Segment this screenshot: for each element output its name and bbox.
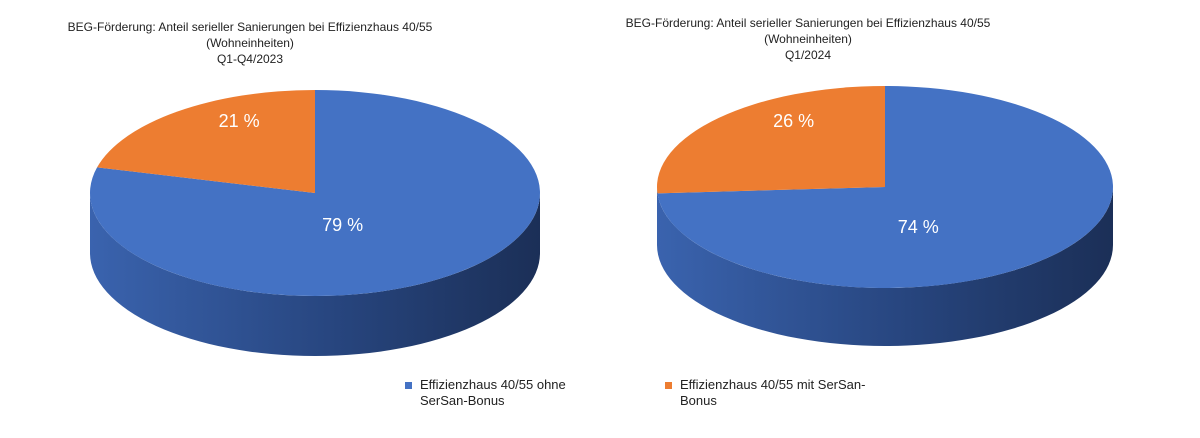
legend-item-ohne: Effizienzhaus 40/55 ohne SerSan-Bonus (405, 377, 615, 409)
chart-title-line-2: (Wohneinheiten) (206, 36, 294, 50)
pie-side-wall (90, 193, 540, 356)
chart-title-line-1: BEG-Förderung: Anteil serieller Sanierun… (626, 16, 991, 30)
data-label-mit-bonus: 21 % (219, 111, 260, 131)
legend-swatch-blue (405, 382, 412, 389)
data-label-mit-bonus: 26 % (773, 111, 814, 131)
pie-chart-1: BEG-Förderung: Anteil serieller Sanierun… (68, 20, 540, 356)
legend-swatch-orange (665, 382, 672, 389)
legend-item-mit: Effizienzhaus 40/55 mit SerSan-Bonus (665, 377, 875, 409)
pie-chart-2: BEG-Förderung: Anteil serieller Sanierun… (626, 16, 1113, 346)
pie-side-wall (657, 187, 1113, 346)
chart-title-line-3: Q1/2024 (785, 48, 831, 62)
chart-title-line-2: (Wohneinheiten) (764, 32, 852, 46)
legend-label-mit: Effizienzhaus 40/55 mit SerSan-Bonus (680, 377, 866, 408)
data-label-ohne-bonus: 74 % (898, 217, 939, 237)
legend-label-ohne: Effizienzhaus 40/55 ohne SerSan-Bonus (420, 377, 566, 408)
pie-slice-mit-bonus (656, 86, 885, 194)
chart-title-line-1: BEG-Förderung: Anteil serieller Sanierun… (68, 20, 433, 34)
pie-slice-mit-bonus (97, 90, 315, 193)
legend: Effizienzhaus 40/55 ohne SerSan-Bonus Ef… (405, 377, 875, 409)
pie-slice-ohne-bonus (657, 86, 1113, 288)
chart-title-line-3: Q1-Q4/2023 (217, 52, 283, 66)
data-label-ohne-bonus: 79 % (322, 215, 363, 235)
